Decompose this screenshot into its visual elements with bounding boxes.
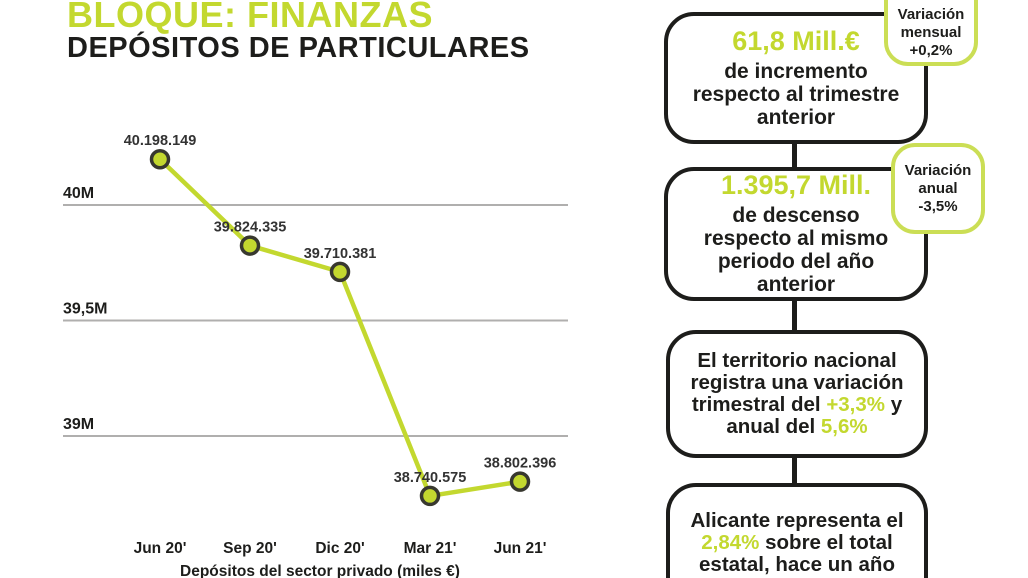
- data-point: [419, 485, 441, 507]
- monthly-variation-value: +0,2%: [909, 42, 953, 59]
- data-point: [329, 261, 351, 283]
- annual-decrease-box: 1.395,7 Mill. de descenso respecto al mi…: [664, 167, 928, 301]
- flow-connector-1: [792, 140, 797, 172]
- annual-variation-label: Variación anual: [904, 161, 972, 197]
- axis-caption: Depósitos del sector privado (miles €): [180, 563, 460, 578]
- quarterly-increase-text: de incremento respecto al trimestre ante…: [692, 59, 900, 129]
- alicante-text-2: sobre el total estatal, hace un año el: [699, 530, 895, 578]
- deposits-line-chart: 40M 39,5M 39M 40.198.149 39.824.335 39.710.38…: [63, 133, 568, 578]
- alicante-text-1: Alicante representa el: [690, 508, 904, 532]
- flow-connector-3: [792, 454, 797, 488]
- quarterly-increase-box: 61,8 Mill.€ de incremento respecto al tr…: [664, 12, 928, 144]
- data-point-label: 39.824.335: [214, 220, 287, 236]
- series-line: [157, 156, 523, 499]
- annual-variation-badge: Variación anual -3,5%: [891, 143, 985, 234]
- y-tick-label: 40M: [63, 185, 94, 202]
- annual-decrease-value: 1.395,7 Mill.: [720, 170, 872, 201]
- national-text-2: y anual del: [726, 393, 903, 439]
- national-territory-box: El territorio nacional registra una vari…: [666, 330, 928, 458]
- data-point-label: 39.710.381: [304, 246, 377, 262]
- data-point: [149, 148, 171, 170]
- annual-variation-value: -3,5%: [918, 197, 958, 215]
- monthly-variation-badge: Variación mensual +0,2%: [884, 0, 978, 66]
- quarterly-increase-value: 61,8 Mill.€: [732, 26, 860, 57]
- block-title: BLOQUE: FINANZAS: [67, 0, 433, 35]
- national-territory-text: El territorio nacional registra una vari…: [690, 348, 905, 439]
- x-tick-label: Sep 20': [223, 540, 277, 557]
- national-text-1: El territorio nacional registra una vari…: [690, 348, 904, 416]
- x-tick-label: Jun 21': [494, 540, 547, 557]
- x-tick-label: Dic 20': [315, 540, 364, 557]
- data-point: [509, 471, 531, 492]
- y-tick-label: 39M: [63, 416, 94, 433]
- national-quarterly-value: +3,3%: [826, 393, 886, 416]
- y-tick-label: 39,5M: [63, 301, 107, 318]
- annual-decrease-text: de descenso respecto al mismo periodo de…: [703, 204, 889, 297]
- x-tick-label: Jun 20': [134, 540, 187, 557]
- monthly-variation-label: Variación mensual: [897, 6, 965, 41]
- alicante-share-text: Alicante representa el 2,84% sobre el to…: [688, 508, 906, 578]
- page-title: DEPÓSITOS DE PARTICULARES: [67, 32, 530, 64]
- alicante-previous-share: 2,19%: [779, 575, 837, 578]
- alicante-share-box: Alicante representa el 2,84% sobre el to…: [666, 483, 928, 578]
- data-point-label: 38.740.575: [394, 470, 467, 486]
- flow-connector-2: [792, 296, 797, 336]
- alicante-current-share: 2,84%: [701, 530, 760, 554]
- data-point-label: 40.198.149: [124, 133, 197, 149]
- data-point-label: 38.802.396: [484, 456, 557, 472]
- x-tick-label: Mar 21': [404, 540, 457, 557]
- national-annual-value: 5,6%: [820, 415, 868, 439]
- data-point: [239, 235, 261, 256]
